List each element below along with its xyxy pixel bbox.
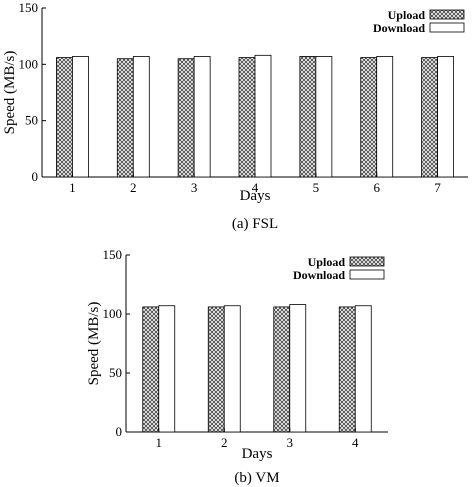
y-tick-label: 50	[25, 113, 38, 128]
bar-upload-4	[338, 306, 356, 433]
x-tick-label: 7	[434, 180, 441, 195]
chart-fsl: 0 50 100 150 1 2 3 4 5 6 7 Days Speed (MB/s) (a) FSL U…	[2, 0, 468, 232]
y-tick-label: 150	[19, 0, 39, 15]
bar-download-4	[354, 305, 372, 433]
y-tick-label: 0	[32, 169, 39, 184]
x-tick-label: 3	[191, 180, 198, 195]
x-axis-label: Days	[240, 188, 271, 204]
bar-download-1	[72, 56, 89, 178]
x-tick-label: 6	[373, 180, 380, 195]
legend-label-upload: Upload	[308, 255, 346, 269]
x-tick-label: 1	[69, 180, 76, 195]
legend-label-download: Download	[293, 268, 345, 282]
bar-download-1	[158, 305, 176, 433]
bar-download-2	[132, 56, 150, 178]
figure-caption: (a) FSL	[232, 216, 278, 232]
bar-upload-3	[177, 58, 195, 178]
x-tick-label: 4	[352, 435, 359, 450]
bar-download-4	[254, 54, 272, 178]
x-axis-label: Days	[242, 446, 273, 462]
bar-upload-6	[360, 57, 378, 178]
bar-download-6	[376, 56, 394, 178]
x-tick-label: 5	[313, 180, 320, 195]
y-axis-label: Speed (MB/s)	[2, 51, 18, 135]
legend-swatch-upload	[349, 256, 385, 267]
legend-label-download: Download	[373, 21, 425, 35]
y-tick-label: 0	[116, 424, 123, 439]
y-tick-label: 100	[103, 306, 123, 321]
bar-upload-1	[142, 306, 160, 433]
bar-download-2	[223, 305, 241, 433]
legend-swatch-download	[429, 22, 465, 33]
bar-download-7	[437, 56, 454, 178]
legend-swatch-upload	[429, 9, 465, 20]
bar-upload-2	[116, 58, 134, 178]
bar-download-5	[315, 56, 333, 178]
bar-download-3	[193, 56, 211, 178]
x-tick-label: 2	[130, 180, 137, 195]
chart-vm: 0 50 100 150 1 2 3 4 Days Speed (MB/s) (b) VM Uploa…	[86, 247, 388, 486]
bar-upload-1	[56, 57, 73, 178]
x-tick-label: 3	[287, 435, 294, 450]
x-tick-label: 4	[252, 180, 259, 195]
bar-upload-7	[421, 57, 438, 178]
x-tick-label: 2	[221, 435, 228, 450]
y-axis-label: Speed (MB/s)	[86, 302, 102, 386]
y-tick-label: 100	[19, 56, 39, 71]
figure-caption: (b) VM	[234, 470, 279, 486]
legend-swatch-download	[349, 269, 385, 280]
bar-upload-4	[238, 57, 256, 178]
y-tick-label: 150	[103, 247, 123, 262]
y-tick-label: 50	[109, 365, 122, 380]
legend-label-upload: Upload	[388, 8, 426, 22]
bar-download-3	[289, 304, 307, 433]
bar-upload-2	[207, 306, 225, 433]
x-tick-label: 1	[156, 435, 163, 450]
bar-upload-3	[273, 306, 291, 433]
bar-upload-5	[299, 56, 317, 178]
